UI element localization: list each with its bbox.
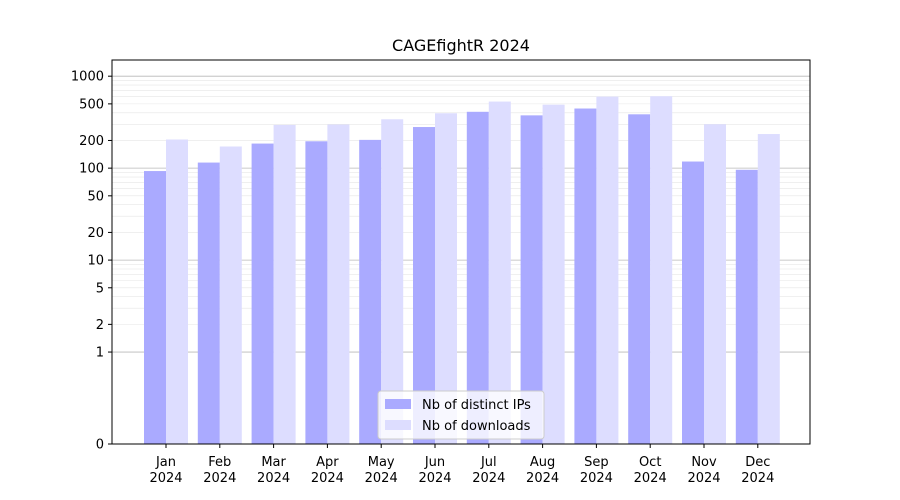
bar-distinct-ips [251, 143, 274, 445]
bar-downloads [327, 124, 350, 444]
x-tick-label-month: Oct [639, 455, 661, 470]
y-tick-label: 2 [96, 318, 104, 333]
y-tick-label: 1 [96, 346, 104, 361]
bars-layer [144, 96, 780, 445]
x-tick-label-month: Nov [691, 455, 717, 470]
bar-distinct-ips [466, 111, 489, 445]
legend: Nb of distinct IPs Nb of downloads [377, 390, 545, 440]
x-tick-label-month: Mar [261, 455, 286, 470]
bar-downloads [435, 113, 457, 445]
y-tick-label: 0 [96, 438, 104, 453]
y-tick-label: 1000 [71, 70, 104, 85]
x-tick-label-year: 2024 [149, 471, 182, 486]
bar-downloads [650, 96, 673, 444]
bar-distinct-ips [305, 141, 328, 444]
x-tick-label-month: Jan [155, 455, 176, 470]
x-tick-label-year: 2024 [472, 471, 505, 486]
plot-frame [111, 59, 811, 445]
bar-distinct-ips [197, 162, 220, 444]
x-tick-label-month: May [368, 455, 395, 470]
bar-downloads [596, 96, 619, 445]
x-tick-label-month: Jun [424, 455, 445, 470]
x-tick-label-year: 2024 [418, 471, 451, 486]
bar-downloads [273, 124, 296, 445]
bar-downloads [488, 101, 511, 444]
bar-downloads [704, 124, 726, 444]
y-tick-label: 200 [79, 134, 104, 149]
y-tick-label: 100 [79, 162, 104, 177]
bar-distinct-ips [413, 127, 435, 444]
x-tick-label-year: 2024 [311, 471, 344, 486]
bar-downloads [166, 139, 188, 444]
y-axis: 0 1 2 5 10 20 50 100 200 500 1000 [71, 70, 112, 453]
x-tick-label-month: Sep [584, 455, 609, 470]
legend-frame [377, 390, 545, 440]
bar-distinct-ips [628, 114, 651, 445]
y-tick-label: 50 [87, 189, 104, 204]
x-tick-label-year: 2024 [741, 471, 774, 486]
legend-swatch-downloads [385, 420, 411, 430]
bar-distinct-ips [682, 161, 704, 444]
x-tick-label-year: 2024 [365, 471, 398, 486]
x-axis: Jan2024Feb2024Mar2024Apr2024May2024Jun20… [149, 444, 774, 486]
y-tick-label: 20 [87, 226, 104, 241]
y-tick-label: 5 [96, 281, 104, 296]
bar-downloads [542, 104, 565, 444]
y-tick-label: 500 [79, 97, 104, 112]
x-tick-label-month: Dec [745, 455, 770, 470]
legend-label-downloads: Nb of downloads [422, 419, 531, 434]
x-tick-label-year: 2024 [257, 471, 290, 486]
x-tick-label-year: 2024 [526, 471, 559, 486]
x-tick-label-year: 2024 [580, 471, 613, 486]
bar-distinct-ips [520, 115, 543, 444]
bar-downloads [757, 134, 780, 444]
chart-title: CAGEfightR 2024 [392, 36, 530, 55]
x-tick-label-year: 2024 [687, 471, 720, 486]
bar-distinct-ips [735, 169, 758, 444]
bar-distinct-ips [574, 108, 597, 445]
bar-distinct-ips [144, 171, 166, 444]
y-tick-label: 10 [87, 254, 104, 269]
legend-swatch-ips [385, 399, 411, 409]
x-tick-label-month: Feb [208, 455, 231, 470]
x-tick-label-month: Jul [480, 455, 497, 470]
bar-downloads [219, 146, 242, 445]
x-tick-label-month: Apr [316, 455, 339, 470]
x-tick-label-year: 2024 [203, 471, 236, 486]
bar-distinct-ips [359, 139, 382, 444]
legend-label-ips: Nb of distinct IPs [422, 398, 531, 413]
bar-downloads [381, 119, 404, 444]
x-tick-label-month: Aug [530, 455, 555, 470]
x-tick-label-year: 2024 [634, 471, 667, 486]
